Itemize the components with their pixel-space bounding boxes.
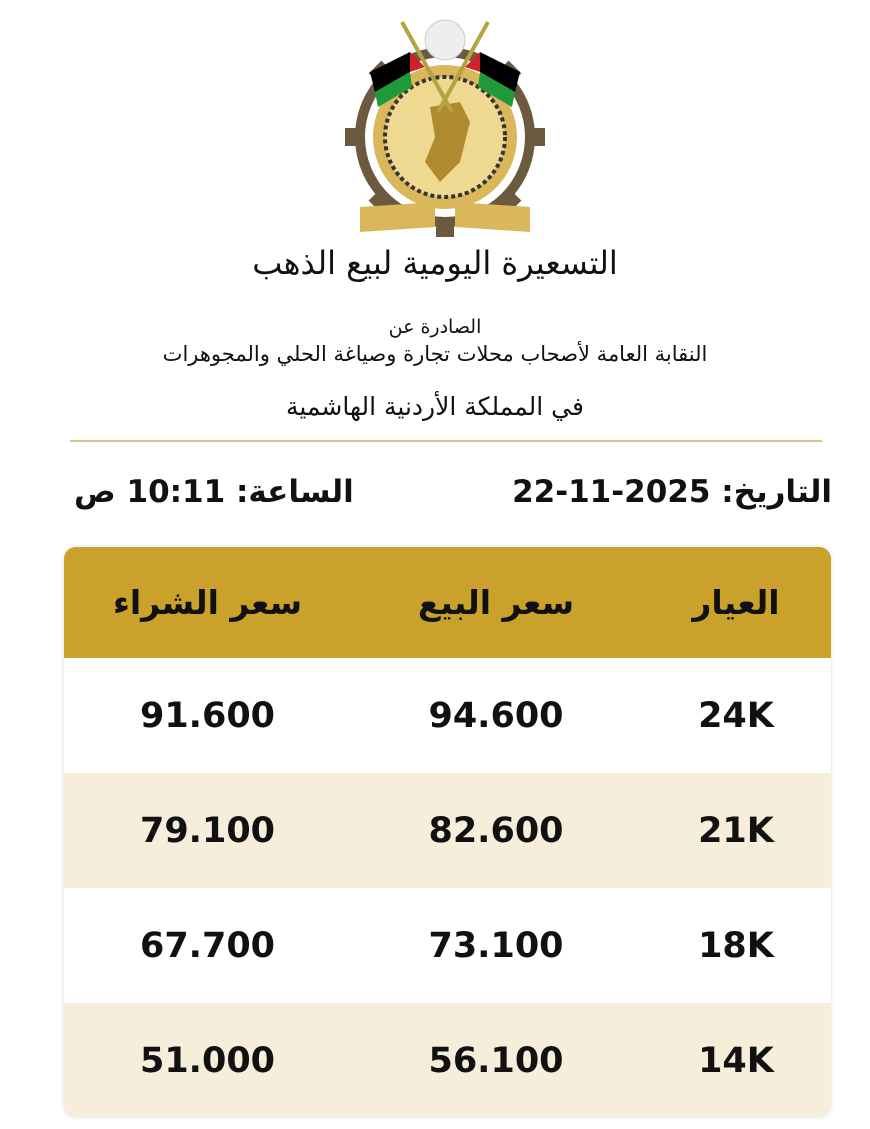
union-logo xyxy=(345,19,545,237)
date-line: التاريخ: 22-11-2025 xyxy=(512,474,832,510)
sell-price: 73.100 xyxy=(428,925,564,966)
buy-price: 67.700 xyxy=(139,925,276,966)
karat: 14K xyxy=(698,1040,774,1081)
sell-price: 56.100 xyxy=(428,1040,564,1081)
sell-price: 82.600 xyxy=(428,810,564,851)
time-label: الساعة: xyxy=(235,474,354,510)
karat: 18K xyxy=(698,925,774,966)
header-karat: العيار xyxy=(692,583,780,622)
issued-by: الصادرة عن xyxy=(388,316,482,338)
country-name: في المملكة الأردنية الهاشمية xyxy=(286,392,584,421)
sell-price: 94.600 xyxy=(428,695,564,736)
buy-price: 91.600 xyxy=(139,695,276,736)
buy-price: 51.000 xyxy=(139,1040,276,1081)
date-value: 22-11-2025 xyxy=(512,474,711,510)
header-buy: سعر الشراء xyxy=(112,583,303,622)
date-label: التاريخ: xyxy=(721,474,832,510)
buy-price: 79.100 xyxy=(139,810,276,851)
time-line: الساعة: 10:11 ص xyxy=(74,474,354,510)
header-sell: سعر البيع xyxy=(417,583,575,622)
page-title: التسعيرة اليومية لبيع الذهب xyxy=(252,244,618,282)
table-row: 24K 94.600 91.600 xyxy=(64,658,831,773)
table-header: العيار سعر البيع سعر الشراء xyxy=(64,547,831,658)
time-value: 10:11 ص xyxy=(74,474,226,510)
gold-price-table: العيار سعر البيع سعر الشراء 24K 94.600 9… xyxy=(64,547,831,1117)
karat: 21K xyxy=(698,810,774,851)
divider xyxy=(70,440,822,442)
organization-name: النقابة العامة لأصحاب محلات تجارة وصياغة… xyxy=(162,342,708,366)
table-row: 14K 56.100 51.000 xyxy=(64,1003,831,1117)
karat: 24K xyxy=(698,695,774,736)
table-row: 21K 82.600 79.100 xyxy=(64,773,831,888)
table-row: 18K 73.100 67.700 xyxy=(64,888,831,1003)
